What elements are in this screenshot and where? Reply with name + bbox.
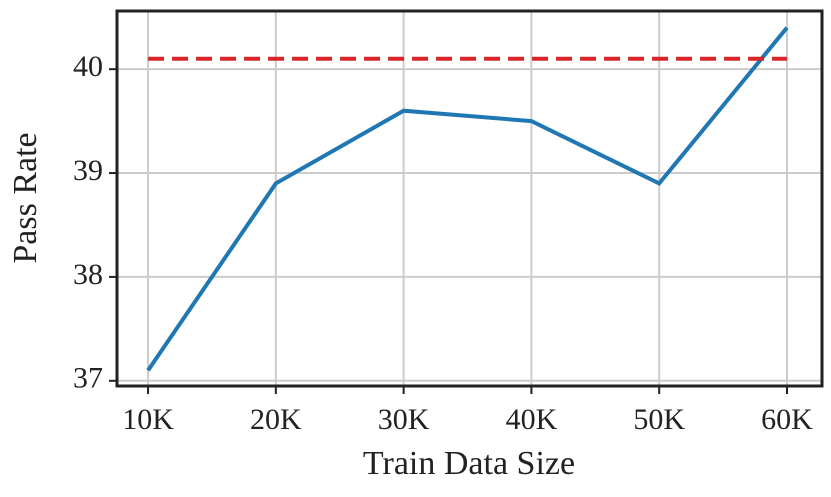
- x-tick-label: 20K: [250, 403, 302, 436]
- x-axis-label: Train Data Size: [363, 445, 575, 482]
- plot-frame: [115, 9, 824, 388]
- y-tick-label: 40: [73, 50, 103, 83]
- x-tick-label: 10K: [122, 403, 174, 436]
- y-tick-label: 37: [73, 362, 103, 395]
- x-tick-label: 30K: [378, 403, 430, 436]
- y-tick-label: 38: [73, 258, 103, 291]
- x-tick-label: 60K: [761, 403, 813, 436]
- x-tick-label: 40K: [506, 403, 558, 436]
- x-tick-label: 50K: [633, 403, 685, 436]
- line: [146, 26, 789, 372]
- y-axis-label: Pass Rate: [7, 132, 44, 263]
- y-tick-label: 39: [73, 154, 103, 187]
